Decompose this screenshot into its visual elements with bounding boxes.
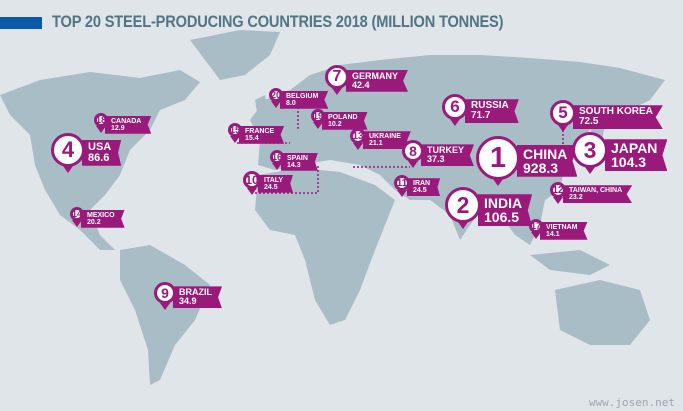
country-label: FRANCE 15.4	[239, 125, 285, 144]
country-label: BRAZIL 34.9	[173, 286, 222, 309]
africa	[255, 168, 395, 325]
country-label: USA 86.6	[82, 139, 122, 166]
australia	[555, 280, 650, 345]
country-name: INDIA	[484, 195, 523, 212]
rank-badge: 7	[325, 65, 349, 95]
uk	[255, 95, 268, 118]
country-name: ITALY	[264, 176, 284, 184]
country-value: 10.2	[328, 120, 342, 128]
rank-badge: 12	[550, 182, 566, 204]
country-name: CHINA	[523, 145, 568, 162]
country-value: 24.5	[413, 187, 427, 195]
country-name: FRANCE	[245, 127, 275, 135]
country-label: MEXICO 20.2	[81, 209, 125, 228]
country-label: TAIWAN, CHINA 23.2	[563, 185, 633, 204]
country-name: UKRAINE	[369, 133, 401, 141]
south-america	[120, 245, 210, 385]
southeast-asia-islands	[530, 250, 610, 275]
country-name: SPAIN	[287, 154, 308, 162]
country-value: 106.5	[484, 209, 520, 226]
country-value: 86.6	[88, 151, 110, 164]
rank-badge: 5	[550, 100, 576, 132]
rank-badge: 19	[311, 109, 325, 129]
country-value: 42.4	[352, 79, 370, 90]
country-label: VIETNAM 14.1	[540, 221, 588, 240]
rank-badge: 8	[402, 140, 424, 168]
country-value: 14.1	[546, 230, 560, 238]
country-name: USA	[88, 140, 112, 153]
country-label: SPAIN 14.3	[281, 152, 318, 171]
country-name: VIETNAM	[546, 223, 578, 231]
country-value: 71.7	[471, 110, 491, 122]
rank-badge: 15	[228, 123, 242, 143]
country-label: INDIA 106.5	[478, 194, 533, 227]
country-label: TURKEY 37.3	[421, 144, 475, 167]
rank-badge: 17	[529, 219, 543, 239]
country-name: BRAZIL	[179, 287, 212, 298]
rank-badge: 6	[442, 94, 468, 126]
country-label: JAPAN 104.3	[605, 139, 668, 172]
rank-badge: 1	[476, 136, 520, 186]
country-value: 23.2	[569, 194, 583, 202]
rank-badge: 18	[94, 113, 108, 133]
country-name: SOUTH KOREA	[579, 106, 653, 118]
country-name: POLAND	[328, 113, 358, 121]
country-value: 34.9	[179, 296, 197, 307]
country-value: 8.0	[286, 99, 296, 107]
country-name: JAPAN	[611, 140, 658, 157]
country-value: 15.4	[245, 134, 259, 142]
rank-badge: 10	[243, 171, 261, 195]
greenland	[190, 30, 280, 80]
country-label: RUSSIA 71.7	[465, 99, 519, 124]
country-value: 928.3	[523, 159, 559, 176]
rank-badge: 20	[269, 88, 283, 108]
rank-badge: 14	[70, 207, 84, 227]
country-label: POLAND 10.2	[322, 111, 368, 130]
country-name: IRAN	[413, 180, 431, 188]
rank-badge: 11	[394, 175, 410, 197]
country-label: GERMANY 42.4	[346, 69, 409, 92]
rank-badge: 3	[572, 132, 608, 174]
country-value: 24.5	[264, 183, 278, 191]
country-label: CHINA 928.3	[517, 144, 578, 177]
country-value: 21.1	[369, 140, 383, 148]
rank-badge: 16	[270, 150, 284, 170]
rank-badge: 4	[51, 133, 85, 173]
country-value: 20.2	[87, 218, 101, 226]
country-name: BELGIUM	[286, 92, 319, 100]
page-title: TOP 20 STEEL-PRODUCING COUNTRIES 2018 (M…	[52, 12, 504, 31]
country-label: SOUTH KOREA 72.5	[573, 105, 663, 130]
country-value: 37.3	[427, 154, 445, 165]
country-name: TURKEY	[427, 145, 465, 156]
rank-badge: 2	[445, 187, 481, 229]
country-label: ITALY 24.5	[258, 174, 294, 193]
country-value: 14.3	[287, 161, 301, 169]
country-label: UKRAINE 21.1	[363, 131, 411, 150]
country-name: TAIWAN, CHINA	[569, 187, 623, 195]
country-name: GERMANY	[352, 70, 399, 81]
country-value: 104.3	[611, 154, 647, 171]
country-value: 72.5	[579, 116, 599, 128]
rank-badge: 13	[350, 128, 366, 150]
country-label: CANADA 12.9	[105, 115, 152, 134]
country-label: BELGIUM 8.0	[280, 90, 329, 109]
country-name: MEXICO	[87, 211, 115, 219]
watermark: www.josen.net	[588, 396, 675, 409]
title-accent-bar	[0, 17, 42, 29]
rank-badge: 9	[154, 282, 176, 310]
country-label: IRAN 24.5	[407, 178, 441, 197]
country-name: CANADA	[111, 117, 142, 125]
country-name: RUSSIA	[471, 100, 509, 112]
country-value: 12.9	[111, 124, 125, 132]
